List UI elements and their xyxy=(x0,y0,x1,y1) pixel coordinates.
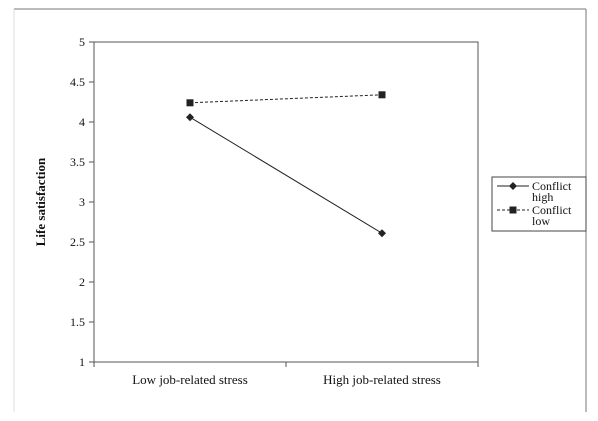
y-tick-label: 2.5 xyxy=(70,235,85,249)
y-axis-label: Life satisfaction xyxy=(33,157,48,246)
series-layer xyxy=(186,91,386,238)
series-conflict-high xyxy=(186,113,386,238)
series-line xyxy=(189,116,383,234)
x-category-label: Low job-related stress xyxy=(132,372,248,387)
y-tick-label: 5 xyxy=(79,35,85,49)
plot-area xyxy=(93,41,479,363)
y-tick-label: 1 xyxy=(79,355,85,369)
y-tick-label: 2 xyxy=(79,275,85,289)
series-line xyxy=(189,94,383,104)
y-tick-label: 4 xyxy=(79,115,85,129)
y-tick-label: 1.5 xyxy=(70,315,85,329)
data-point-marker xyxy=(186,99,194,107)
y-tick-label: 4.5 xyxy=(70,75,85,89)
data-point-marker xyxy=(186,113,194,122)
y-tick-label: 3.5 xyxy=(70,155,85,169)
legend-marker xyxy=(509,206,517,214)
y-axis: 1 1.5 2 2.5 3 3.5 4 4.5 5 xyxy=(70,35,94,369)
series-conflict-low xyxy=(186,91,386,107)
y-tick-label: 3 xyxy=(79,195,85,209)
data-point-marker xyxy=(378,91,386,99)
x-category-label: High job-related stress xyxy=(323,372,441,387)
legend-marker xyxy=(509,182,517,190)
data-point-marker xyxy=(378,229,386,238)
legend-label: high xyxy=(532,190,553,204)
legend-label: Conflict xyxy=(532,179,572,193)
legend-label: low xyxy=(532,214,550,228)
legend-label: Conflict xyxy=(532,203,572,217)
x-axis: Low job-related stress High job-related s… xyxy=(93,362,479,387)
